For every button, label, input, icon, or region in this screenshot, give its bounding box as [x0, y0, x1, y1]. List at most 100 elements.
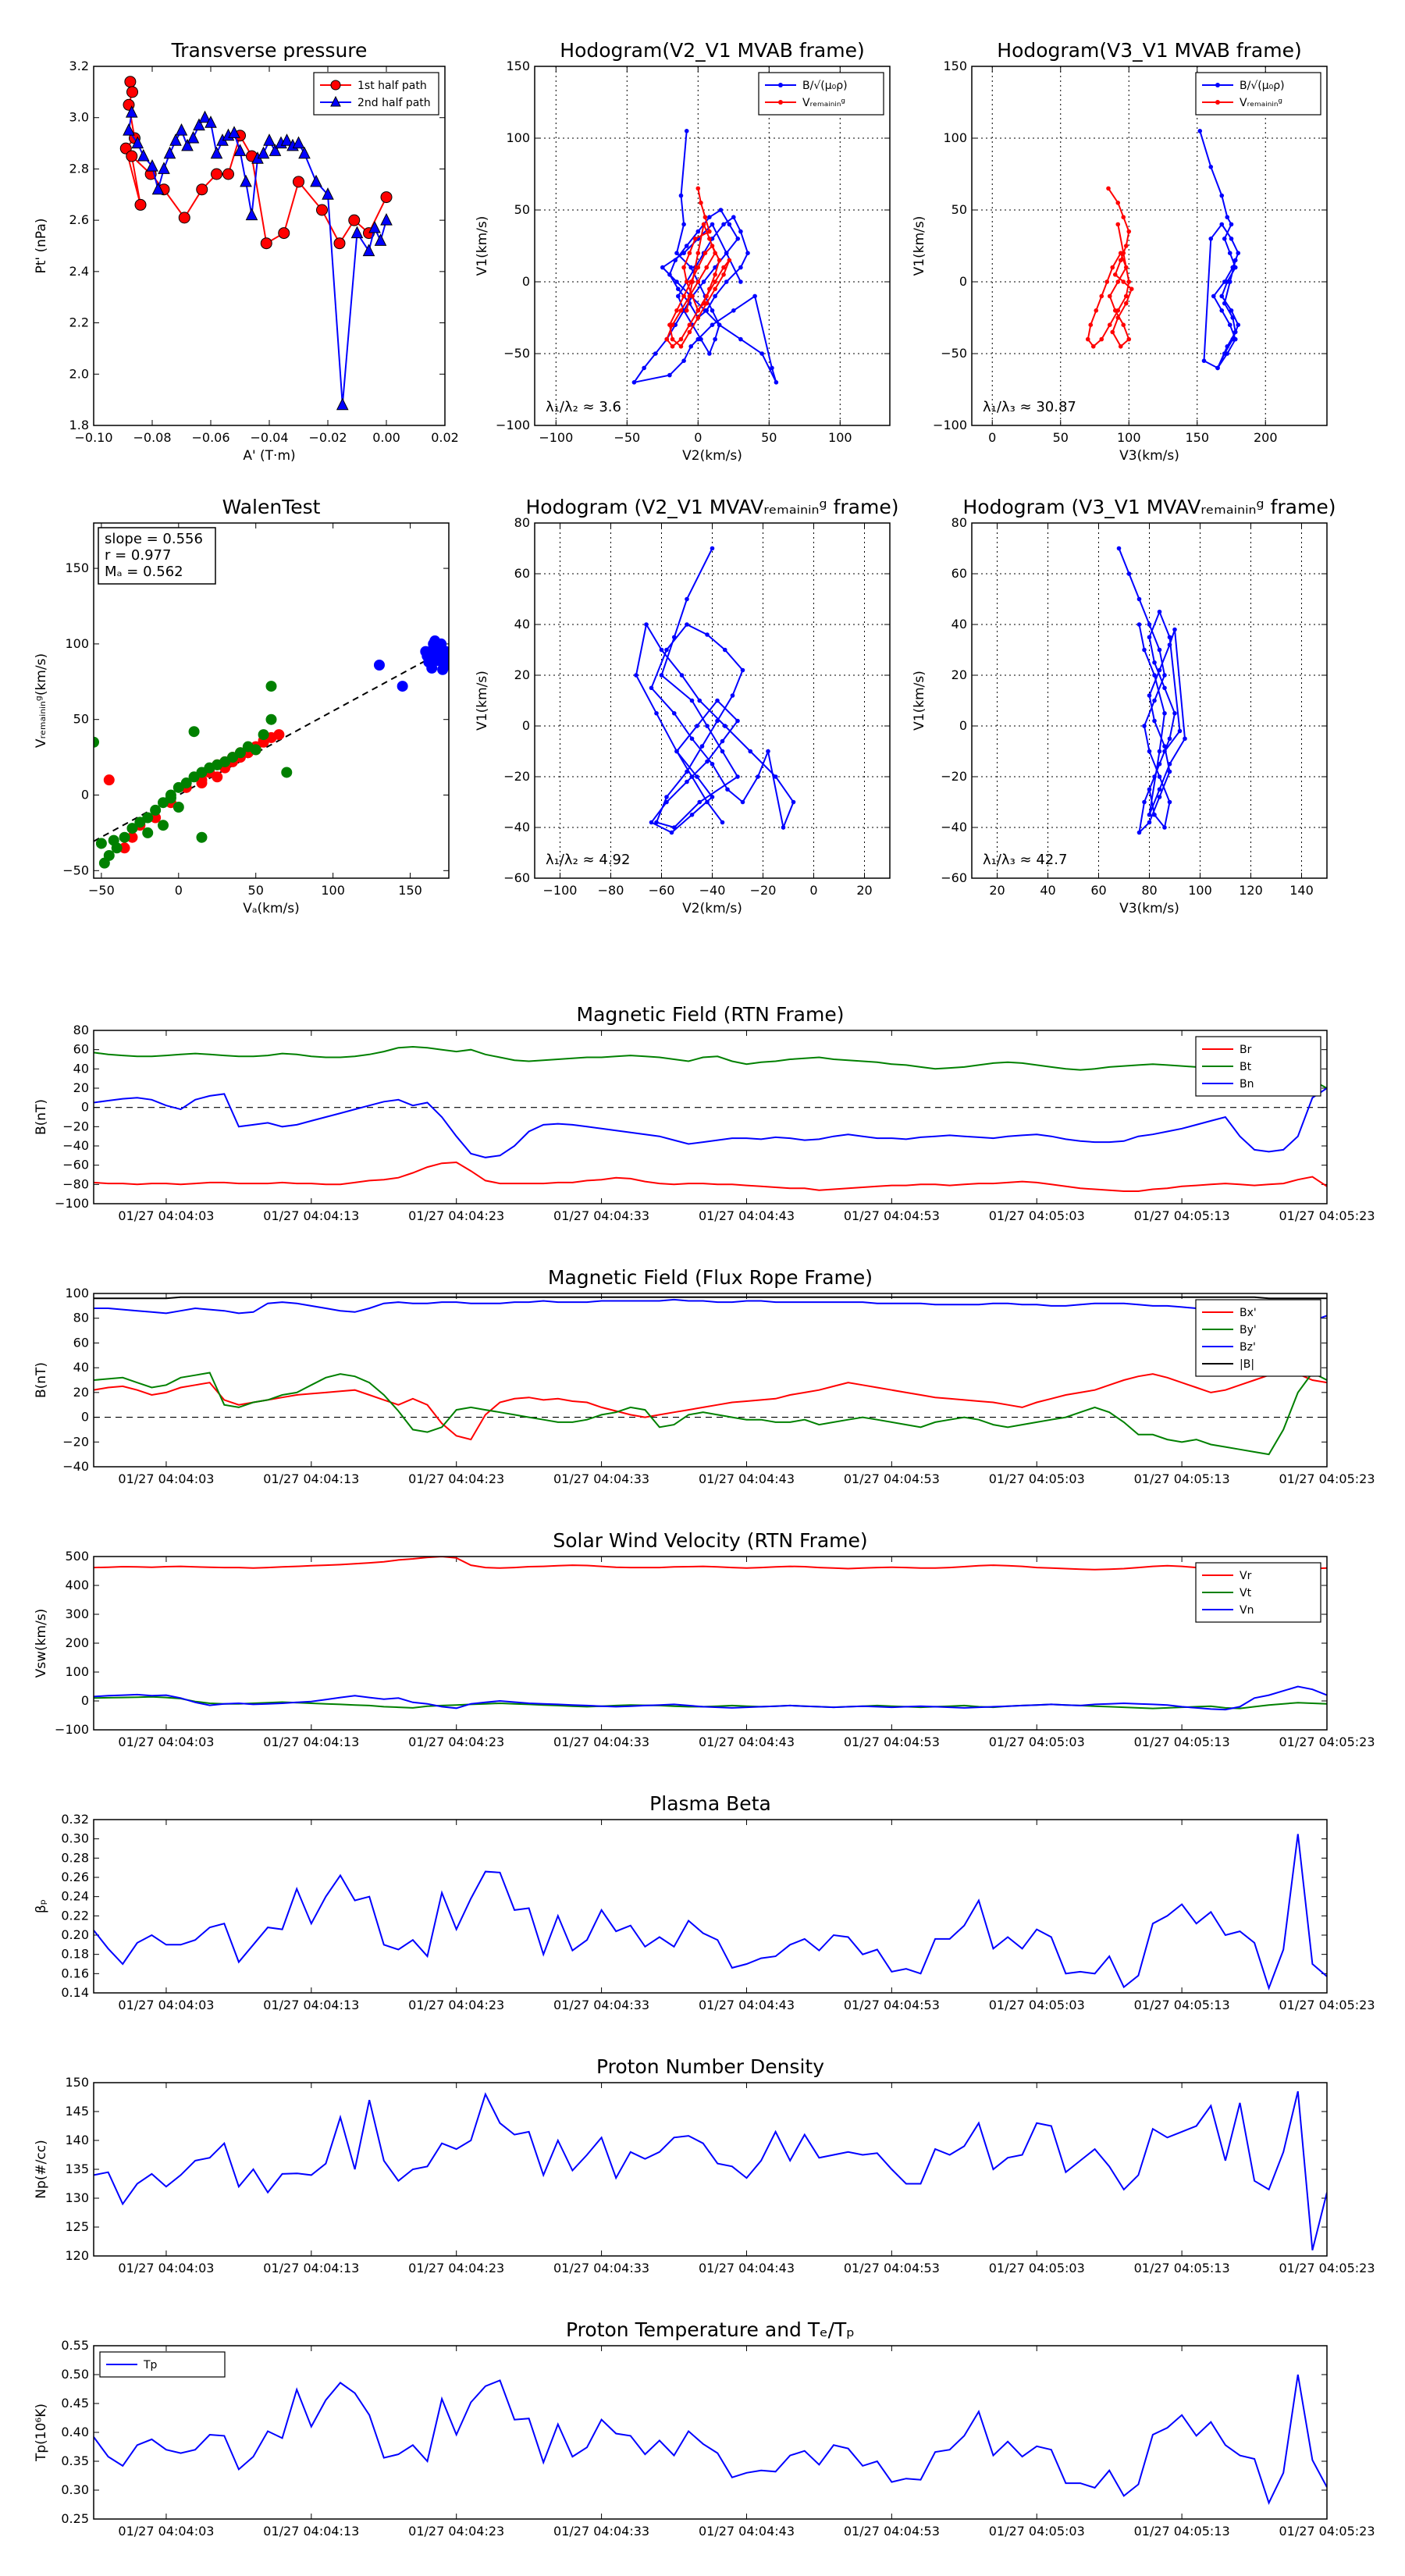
data-marker-dot [1121, 279, 1126, 284]
scatter-point [196, 831, 208, 843]
x-tick-label: −50 [88, 883, 115, 898]
y-tick-label: −60 [62, 1158, 89, 1172]
data-marker-dot [720, 749, 725, 754]
data-marker-triangle [228, 126, 240, 138]
data-marker-dot [705, 799, 710, 805]
legend-marker [778, 100, 783, 105]
data-marker-dot [766, 749, 770, 754]
data-marker-dot [713, 251, 717, 256]
data-marker-dot [692, 237, 698, 241]
data-marker-dot [1152, 673, 1157, 678]
x-tick-label: 01/27 04:05:13 [1134, 2261, 1230, 2275]
x-tick-label: 01/27 04:04:23 [408, 1471, 504, 1486]
y-tick-label: −40 [503, 820, 530, 834]
data-marker-triangle [336, 397, 349, 411]
x-tick-label: −60 [649, 883, 675, 898]
y-tick-label: 300 [65, 1606, 89, 1621]
data-marker-dot [695, 251, 701, 256]
chart-title: Magnetic Field (RTN Frame) [577, 1003, 845, 1026]
y-tick-label: −20 [62, 1119, 89, 1133]
data-marker-dot [721, 272, 726, 277]
data-marker-dot [644, 622, 649, 627]
scatter-point [108, 834, 119, 846]
series-v-line [1118, 548, 1186, 835]
data-marker-dot [707, 237, 712, 241]
data-marker-dot [1167, 635, 1172, 640]
plot-frame [93, 2345, 1328, 2520]
x-tick-label: 01/27 04:05:13 [1134, 1471, 1230, 1486]
series-bn-line [94, 1087, 1327, 1158]
data-marker-dot [724, 251, 729, 256]
data-marker-dot [1121, 251, 1126, 256]
x-tick-label: 100 [1117, 430, 1141, 445]
data-marker-triangle [123, 123, 135, 136]
x-tick-label: 01/27 04:04:53 [844, 1208, 940, 1223]
data-marker-dot [1147, 693, 1152, 698]
y-axis-label: Tp(10⁶K) [34, 2403, 49, 2462]
stats-line: slope = 0.556 [105, 531, 203, 547]
data-marker-dot [701, 222, 706, 227]
scatter-point [95, 838, 107, 849]
x-tick-label: 01/27 04:04:13 [263, 1471, 359, 1486]
x-tick-label: −0.06 [191, 430, 229, 445]
legend-label: B/√(μ₀ρ) [802, 80, 848, 92]
scatter-point [273, 729, 285, 741]
x-tick-label: 01/27 04:04:03 [118, 1998, 214, 2012]
data-marker-dot [685, 779, 689, 785]
x-tick-label: 100 [321, 883, 345, 898]
scatter-point [173, 802, 184, 813]
plot-area [1116, 546, 1187, 835]
series-np-line [94, 2090, 1327, 2250]
x-tick-label: 01/27 04:04:43 [699, 1735, 795, 1749]
x-tick-label: 01/27 04:04:23 [408, 2261, 504, 2275]
scatter-point [103, 774, 115, 786]
y-tick-label: 0 [81, 1693, 89, 1708]
scatter-point [234, 747, 246, 759]
data-marker-dot [1147, 812, 1152, 817]
data-marker-dot [695, 265, 701, 270]
x-tick-label: 01/27 04:05:23 [1279, 2524, 1375, 2539]
data-marker-dot [715, 698, 720, 703]
scatter-point [94, 736, 99, 748]
data-marker-triangle [280, 133, 293, 146]
data-marker-dot [1162, 749, 1167, 754]
x-tick-label: 0 [988, 430, 996, 445]
series-vr-line [94, 1557, 1327, 1571]
data-marker-dot [689, 774, 695, 779]
data-marker-triangle [257, 146, 270, 159]
data-marker-dot [774, 380, 779, 385]
data-marker-dot [689, 698, 695, 703]
data-marker-circle [126, 86, 138, 98]
data-marker-dot [1157, 647, 1162, 653]
y-tick-label: 0.55 [61, 2338, 89, 2353]
data-marker-dot [1112, 272, 1118, 277]
stats-line: Mₐ = 0.562 [105, 564, 183, 580]
x-tick-label: 200 [1254, 430, 1278, 445]
data-marker-dot [1136, 596, 1142, 602]
x-tick-label: 0 [809, 883, 817, 898]
data-marker-dot [1229, 222, 1234, 227]
x-tick-label: −0.02 [308, 430, 347, 445]
scatter-point [142, 827, 154, 838]
x-tick-label: 01/27 04:04:23 [408, 1735, 504, 1749]
data-marker-dot [704, 265, 710, 270]
legend-marker [778, 83, 783, 87]
x-tick-label: 01/27 04:05:23 [1279, 1471, 1375, 1486]
data-marker-dot [704, 294, 710, 299]
data-marker-dot [752, 294, 757, 299]
scatter-point [442, 653, 449, 665]
y-tick-label: 20 [73, 1080, 89, 1095]
x-axis-label: V3(km/s) [1119, 448, 1179, 464]
data-marker-dot [649, 685, 654, 691]
chart-title: Proton Temperature and Tₑ/Tₚ [566, 2318, 855, 2341]
y-tick-label: 0.20 [61, 1927, 89, 1942]
data-marker-triangle [269, 144, 282, 156]
data-marker-dot [674, 251, 679, 256]
x-tick-label: 01/27 04:05:23 [1279, 1208, 1375, 1223]
data-marker-dot [678, 308, 684, 313]
data-marker-dot [707, 215, 712, 220]
data-marker-triangle [350, 226, 364, 239]
data-marker-dot [1167, 736, 1172, 742]
data-marker-dot [678, 193, 684, 198]
scatter-point [126, 823, 138, 834]
